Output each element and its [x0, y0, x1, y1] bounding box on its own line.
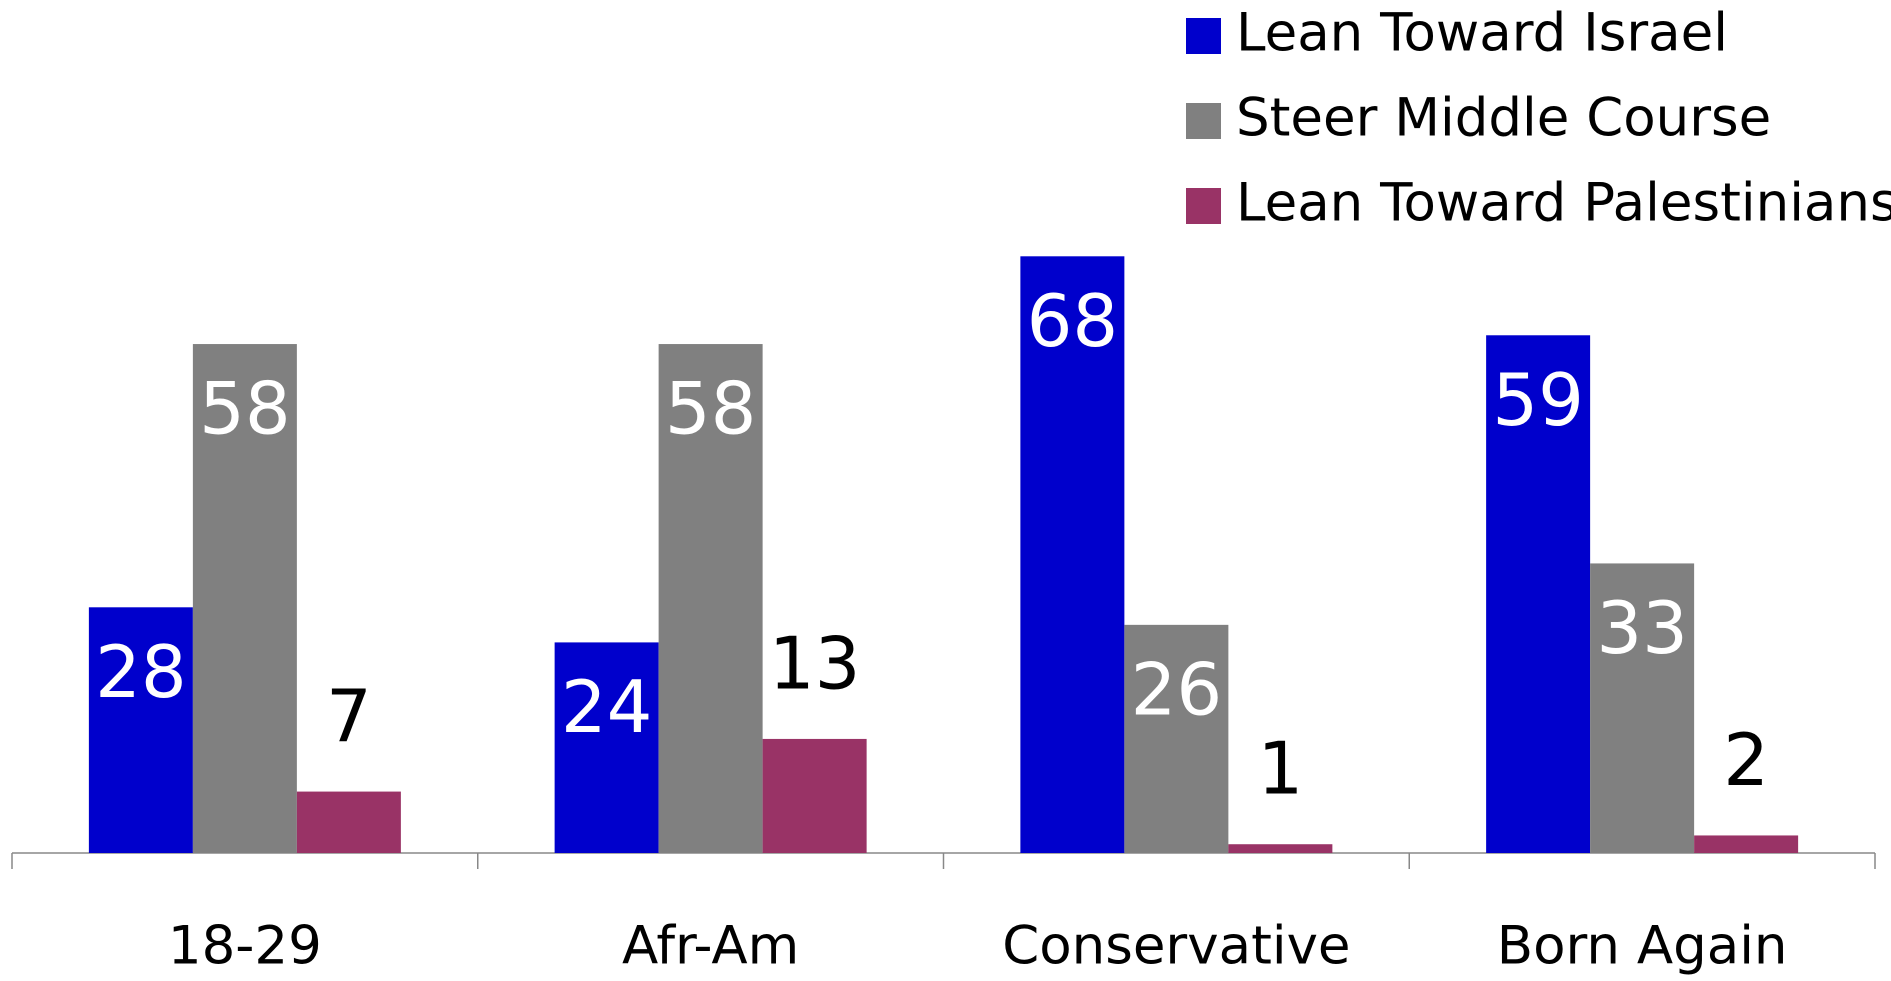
- legend-label: Lean Toward Palestinians: [1236, 173, 1891, 234]
- x-tick-label: 18-29: [168, 916, 322, 977]
- bar: [1228, 844, 1333, 853]
- data-label: 59: [1492, 358, 1584, 442]
- bar: [1486, 335, 1591, 853]
- data-label: 1: [1257, 727, 1303, 811]
- legend-swatch: [1186, 18, 1221, 54]
- bar: [762, 738, 867, 853]
- data-label: 2: [1723, 718, 1769, 802]
- legend-swatch: [1186, 188, 1221, 224]
- legend-label: Steer Middle Course: [1236, 88, 1771, 149]
- legend-label: Lean Toward Israel: [1236, 3, 1728, 64]
- bar: [296, 791, 401, 853]
- x-tick-label: Born Again: [1497, 916, 1788, 977]
- data-label: 7: [326, 674, 372, 758]
- x-tick-label: Conservative: [1002, 916, 1350, 977]
- data-label: 13: [769, 621, 861, 705]
- bar: [658, 344, 763, 853]
- data-label: 58: [665, 367, 757, 451]
- legend-swatch: [1186, 103, 1221, 139]
- bar: [88, 607, 193, 853]
- data-label: 58: [199, 367, 291, 451]
- data-label: 28: [95, 630, 187, 714]
- data-label: 68: [1027, 279, 1119, 363]
- bar: [192, 344, 297, 853]
- bar: [1124, 624, 1229, 853]
- data-label: 26: [1131, 647, 1223, 731]
- data-label: 24: [561, 665, 653, 749]
- bar: [1020, 256, 1125, 853]
- bar: [554, 642, 659, 853]
- data-label: 33: [1596, 586, 1688, 670]
- x-tick-label: Afr-Am: [622, 916, 799, 977]
- bar: [1694, 835, 1799, 853]
- bar: [1590, 563, 1695, 853]
